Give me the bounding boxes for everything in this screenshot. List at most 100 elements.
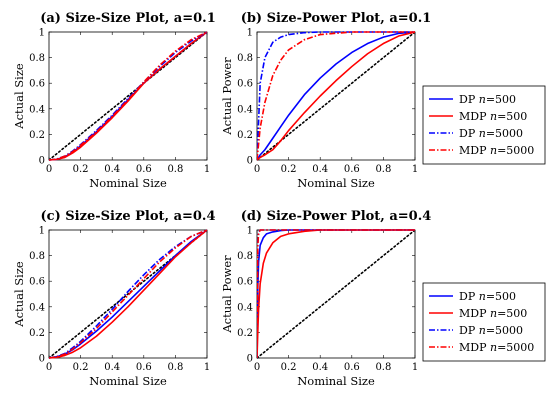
x-tick-label: 0.8 bbox=[167, 362, 183, 373]
x-tick-label: 0.2 bbox=[73, 362, 89, 373]
x-tick-label: 0.2 bbox=[281, 362, 297, 373]
x-tick-label: 0.4 bbox=[312, 362, 328, 373]
y-tick-label: 1 bbox=[39, 226, 45, 237]
y-tick-label: 1 bbox=[39, 28, 45, 39]
legend-n-value: =5000 bbox=[486, 324, 523, 337]
panel-d: (d) Size-Power Plot, a=0.4 0 0.2 0.4 0.6 0.8 1… bbox=[220, 209, 431, 388]
panel-title: (b) Size-Power Plot, a=0.1 bbox=[241, 11, 432, 26]
x-tick-label: 0.2 bbox=[73, 164, 89, 175]
legend-method: MDP bbox=[459, 144, 490, 157]
y-tick-label: 0.2 bbox=[237, 328, 253, 339]
y-tick-label: 0.6 bbox=[237, 79, 253, 90]
legend-n-symbol: n bbox=[490, 307, 497, 320]
legend-label: DP n=500 bbox=[459, 93, 516, 106]
legend-n-symbol: n bbox=[479, 290, 486, 303]
x-tick-label: 1 bbox=[412, 164, 418, 175]
y-tick-label: 0 bbox=[39, 354, 45, 365]
y-tick-label: 0 bbox=[39, 156, 45, 167]
y-tick-label: 1 bbox=[247, 226, 253, 237]
legend-label: MDP n=500 bbox=[459, 307, 527, 320]
x-tick-label: 1 bbox=[204, 164, 210, 175]
panel-b: (b) Size-Power Plot, a=0.1 0 0.2 0.4 0.6 0.8 1… bbox=[220, 11, 431, 190]
x-tick-label: 0 bbox=[46, 362, 52, 373]
legend-method: MDP bbox=[459, 110, 490, 123]
plot-frame bbox=[48, 31, 208, 161]
x-tick-label: 0.8 bbox=[167, 164, 183, 175]
y-tick-label: 0.8 bbox=[29, 53, 45, 64]
y-tick-label: 0.6 bbox=[29, 79, 45, 90]
legend-label: MDP n=5000 bbox=[459, 341, 534, 354]
legend-method: MDP bbox=[459, 341, 490, 354]
y-axis-label: Actual Power bbox=[220, 57, 234, 136]
legend-n-symbol: n bbox=[490, 110, 497, 123]
legend-n-value: =500 bbox=[486, 93, 516, 106]
y-tick-label: 1 bbox=[247, 28, 253, 39]
legend-label: DP n=5000 bbox=[459, 127, 523, 140]
y-tick-label: 0.2 bbox=[29, 130, 45, 141]
y-tick-label: 0.2 bbox=[237, 130, 253, 141]
y-tick-label: 0.8 bbox=[29, 251, 45, 262]
y-axis-label: Actual Power bbox=[220, 255, 234, 334]
panel-title: (d) Size-Power Plot, a=0.4 bbox=[241, 209, 432, 224]
x-tick-label: 0.6 bbox=[136, 164, 152, 175]
y-tick-label: 0 bbox=[247, 156, 253, 167]
legend-label: DP n=500 bbox=[459, 290, 516, 303]
series-line-mdp-n500 bbox=[49, 229, 207, 359]
legend-method: MDP bbox=[459, 307, 490, 320]
panel-title: (c) Size-Size Plot, a=0.4 bbox=[41, 209, 216, 224]
x-tick-label: 0 bbox=[46, 164, 52, 175]
legend-method: DP bbox=[459, 93, 479, 106]
x-tick-label: 0.6 bbox=[136, 362, 152, 373]
panel-title: (a) Size-Size Plot, a=0.1 bbox=[40, 11, 216, 26]
y-tick-label: 0.6 bbox=[29, 277, 45, 288]
series-line-mdp-n5000 bbox=[49, 31, 207, 161]
y-tick-label: 0.4 bbox=[29, 104, 45, 115]
reference-diagonal bbox=[257, 229, 415, 359]
legend-n-value: =500 bbox=[486, 290, 516, 303]
legend-method: DP bbox=[459, 290, 479, 303]
legend-n-value: =5000 bbox=[497, 341, 534, 354]
y-tick-label: 0 bbox=[247, 354, 253, 365]
series-line-mdp-n500 bbox=[257, 31, 415, 161]
legend-n-value: =5000 bbox=[486, 127, 523, 140]
legend-n-symbol: n bbox=[479, 324, 486, 337]
y-axis-label: Actual Size bbox=[12, 261, 26, 328]
x-axis-label: Nominal Size bbox=[89, 176, 167, 190]
legend-n-value: =5000 bbox=[497, 144, 534, 157]
x-tick-label: 0 bbox=[254, 362, 260, 373]
x-tick-label: 0.2 bbox=[281, 164, 297, 175]
series-line-dp-n500 bbox=[257, 31, 415, 161]
y-tick-label: 0.8 bbox=[237, 53, 253, 64]
y-tick-label: 0.4 bbox=[237, 302, 253, 313]
x-tick-label: 0.8 bbox=[375, 164, 391, 175]
legend-n-symbol: n bbox=[490, 144, 497, 157]
x-tick-label: 1 bbox=[204, 362, 210, 373]
legend-n-symbol: n bbox=[479, 93, 486, 106]
legend-label: DP n=5000 bbox=[459, 324, 523, 337]
y-axis-label: Actual Size bbox=[12, 63, 26, 130]
y-tick-label: 0.4 bbox=[237, 104, 253, 115]
series-line-mdp-n5000 bbox=[49, 229, 207, 359]
x-axis-label: Nominal Size bbox=[89, 374, 167, 388]
legend-n-value: =500 bbox=[497, 307, 527, 320]
legend-n-symbol: n bbox=[479, 127, 486, 140]
legend-label: MDP n=5000 bbox=[459, 144, 534, 157]
y-tick-label: 0.2 bbox=[29, 328, 45, 339]
legend-n-value: =500 bbox=[497, 110, 527, 123]
x-tick-label: 0.4 bbox=[104, 164, 120, 175]
series-line-mdp-n500 bbox=[49, 31, 207, 161]
x-tick-label: 0.4 bbox=[312, 164, 328, 175]
x-tick-label: 0.6 bbox=[344, 362, 360, 373]
x-axis-label: Nominal Size bbox=[297, 374, 375, 388]
legend-method: DP bbox=[459, 127, 479, 140]
x-tick-label: 0 bbox=[254, 164, 260, 175]
x-tick-label: 1 bbox=[412, 362, 418, 373]
series-line-mdp-n5000 bbox=[257, 31, 415, 161]
x-tick-label: 0.8 bbox=[375, 362, 391, 373]
panel-c: (c) Size-Size Plot, a=0.4 0 0.2 0.4 0.6 0.8 1 0… bbox=[12, 209, 216, 388]
reference-diagonal bbox=[49, 31, 207, 161]
x-tick-label: 0.4 bbox=[104, 362, 120, 373]
